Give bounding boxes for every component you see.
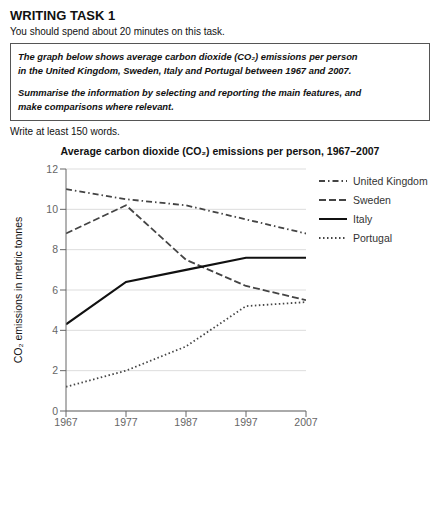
svg-text:0: 0 — [52, 405, 58, 417]
svg-text:12: 12 — [46, 163, 58, 175]
svg-text:1987: 1987 — [174, 417, 198, 429]
svg-text:2007: 2007 — [294, 417, 318, 429]
html-text:Portugal: Portugal — [353, 232, 393, 245]
svg-text:10: 10 — [46, 203, 58, 215]
svg-text:CO₂ emissions in metric tonnes: CO₂ emissions in metric tonnes — [12, 217, 24, 363]
svg-text:1977: 1977 — [114, 417, 138, 429]
html-text:WRITING TASK 1: WRITING TASK 1 — [10, 8, 116, 23]
svg-text:1997: 1997 — [234, 417, 258, 429]
html-text:The graph below shows average: The graph below shows average carbon dio… — [18, 51, 358, 77]
svg-text:2: 2 — [52, 365, 58, 377]
html-text:Write at least 150 words.: Write at least 150 words. — [10, 126, 120, 138]
svg-text:4: 4 — [52, 324, 58, 336]
svg-text:6: 6 — [52, 284, 58, 296]
html-text:Average carbon dioxide (CO₂) e: Average carbon dioxide (CO₂) emissions p… — [60, 145, 380, 158]
html-text:Italy: Italy — [353, 213, 373, 226]
html-text:You should spend about 20 minu: You should spend about 20 minutes on thi… — [10, 26, 225, 37]
html-text:United Kingdom: United Kingdom — [353, 175, 428, 188]
svg-text:8: 8 — [52, 244, 58, 256]
html-text:Sweden: Sweden — [353, 194, 391, 207]
svg-text:1967: 1967 — [54, 417, 78, 429]
html-text:Summarise the information by s: Summarise the information by selecting a… — [18, 87, 362, 113]
